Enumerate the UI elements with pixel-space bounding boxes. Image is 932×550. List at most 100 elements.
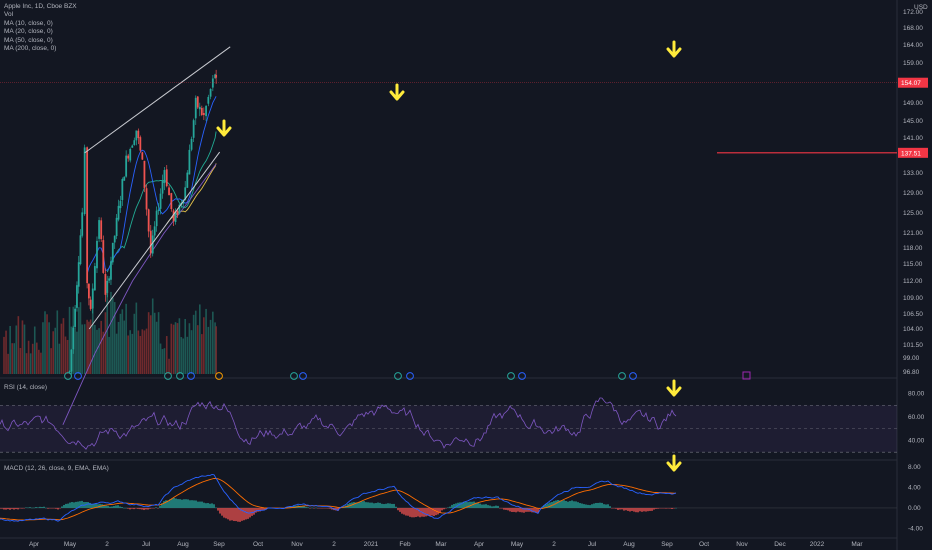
macd-histogram-bar <box>391 503 393 508</box>
macd-histogram-bar <box>121 507 123 508</box>
event-marker-icon <box>290 372 298 380</box>
volume-bar <box>19 347 22 374</box>
resistance-tag <box>898 147 928 158</box>
time-axis-tick: Jul <box>142 541 151 548</box>
macd-histogram-bar <box>517 507 519 512</box>
macd-histogram-bar <box>577 502 579 508</box>
macd-histogram-bar <box>191 500 193 508</box>
macd-histogram-bar <box>417 507 419 517</box>
candle-body <box>135 130 138 141</box>
time-axis-tick: Aug <box>177 541 189 548</box>
macd-histogram-bar <box>397 507 399 511</box>
candle-body <box>131 145 134 148</box>
macd-histogram-bar <box>15 507 17 510</box>
main-legend: Apple Inc, 1D, Cboe BZX Vol MA (10, clos… <box>4 3 77 53</box>
time-axis-tick: Nov <box>736 541 748 548</box>
macd-legend: MACD (12, 26, close, 9, EMA, EMA) <box>4 465 109 472</box>
volume-bar <box>86 319 88 374</box>
macd-histogram-bar <box>227 507 229 520</box>
price-axis-tick: 164.00 <box>903 42 923 49</box>
macd-histogram-bar <box>361 501 363 508</box>
macd-histogram-bar <box>49 507 51 509</box>
volume-bar <box>207 326 210 374</box>
price-axis-tick: 145.00 <box>903 118 923 125</box>
candle-body <box>104 273 107 295</box>
macd-histogram-bar <box>299 505 301 508</box>
macd-histogram-bar <box>223 507 225 518</box>
macd-histogram-bar <box>373 503 375 508</box>
volume-bar <box>68 306 71 374</box>
macd-histogram-bar <box>377 502 379 508</box>
macd-histogram-bar <box>437 507 439 515</box>
macd-histogram-bar <box>595 502 597 508</box>
candle-body <box>209 89 212 97</box>
macd-histogram-bar <box>93 503 95 508</box>
macd-histogram-bar <box>337 507 339 511</box>
ma50-legend: MA (50, close, 0) <box>4 36 53 44</box>
macd-histogram-bar <box>289 506 291 508</box>
volume-bar <box>165 336 168 374</box>
ma20-line <box>106 131 217 273</box>
volume-bar <box>89 319 92 374</box>
volume-bar <box>79 302 82 374</box>
volume-bar <box>56 310 59 374</box>
macd-histogram-bar <box>187 499 189 508</box>
volume-bar <box>104 312 107 374</box>
macd-histogram-bar <box>365 502 367 508</box>
volume-bar <box>66 339 69 374</box>
macd-histogram-bar <box>433 507 435 517</box>
volume-bar <box>52 331 54 374</box>
macd-histogram-bar <box>65 503 67 508</box>
macd-histogram-bar <box>127 507 129 509</box>
macd-histogram-bar <box>423 507 425 517</box>
macd-histogram-bar <box>257 507 259 512</box>
volume-bar <box>184 318 187 374</box>
macd-histogram-bar <box>105 505 107 508</box>
macd-axis-tick: 4.00 <box>908 485 921 492</box>
macd-histogram-bar <box>593 503 595 508</box>
candle-body <box>133 140 136 146</box>
macd-histogram-bar <box>61 506 63 508</box>
candle-body <box>121 179 124 201</box>
macd-histogram-bar <box>171 498 173 508</box>
volume-bar <box>5 330 7 374</box>
macd-histogram-bar <box>173 497 175 508</box>
macd-histogram-bar <box>387 503 389 508</box>
event-marker-icon <box>215 372 223 380</box>
candle-body <box>81 212 84 236</box>
macd-histogram-bar <box>611 507 613 509</box>
volume-bar <box>192 314 195 374</box>
macd-histogram-bar <box>383 504 385 508</box>
macd-histogram-bar <box>9 507 11 510</box>
candle-body <box>74 308 76 327</box>
candle-body <box>77 262 80 287</box>
candle-body <box>137 130 140 139</box>
macd-histogram-bar <box>487 505 489 508</box>
macd-histogram-bar <box>655 507 657 509</box>
macd-histogram-bar <box>193 500 195 508</box>
macd-histogram-bar <box>403 507 405 515</box>
event-marker-icon <box>507 372 515 380</box>
macd-histogram-bar <box>565 501 567 508</box>
macd-histogram-bar <box>71 502 73 508</box>
event-marker-icon <box>187 372 195 380</box>
volume-bar <box>141 329 144 374</box>
candle-body <box>96 240 98 269</box>
candle-body <box>178 204 181 214</box>
candle-body <box>76 285 78 308</box>
time-axis-tick: Apr <box>29 541 40 548</box>
volume-bar <box>25 353 28 374</box>
candle-body <box>184 187 187 200</box>
macd-histogram-bar <box>77 501 79 508</box>
macd-histogram-bar <box>671 507 673 510</box>
macd-histogram-bar <box>585 504 587 508</box>
macd-histogram-bar <box>601 502 603 508</box>
volume-bar <box>23 324 26 374</box>
volume-bar <box>3 336 5 374</box>
ma200-line <box>62 163 217 425</box>
candle-body <box>168 187 170 196</box>
volume-bar <box>98 328 100 374</box>
macd-histogram-bar <box>233 507 235 522</box>
macd-histogram-bar <box>113 506 115 508</box>
